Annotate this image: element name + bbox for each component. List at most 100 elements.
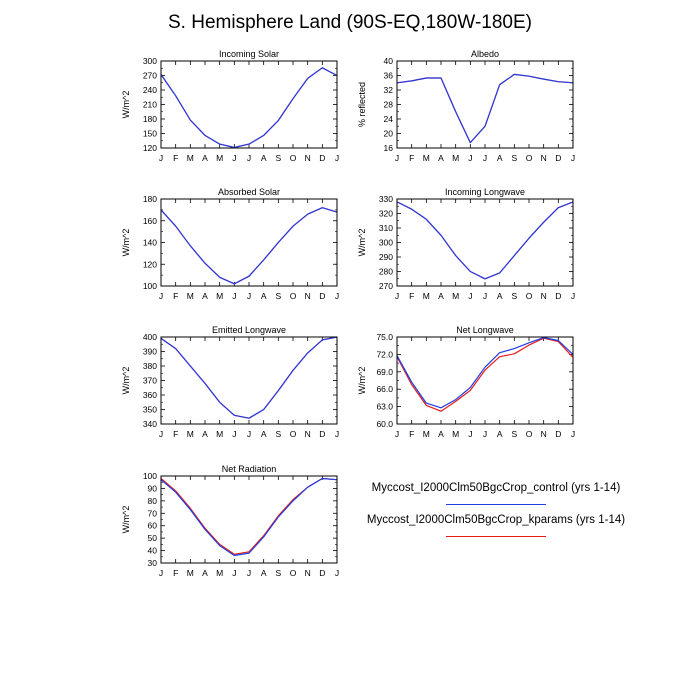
- y-tick-label: 280: [379, 267, 393, 277]
- series-line-control: [160, 477, 338, 557]
- y-tick-label: 72.0: [376, 349, 393, 359]
- x-tick-label: F: [409, 291, 414, 301]
- y-tick-label: 290: [379, 252, 393, 262]
- series-line-kparams: [160, 67, 338, 149]
- x-tick-label: A: [261, 291, 267, 301]
- x-tick-label: S: [275, 429, 281, 439]
- y-tick-label: 90: [148, 483, 158, 493]
- chart-title: Emitted Longwave: [212, 325, 286, 335]
- x-tick-label: J: [335, 429, 339, 439]
- series-line-control: [160, 67, 338, 149]
- y-tick-label: 270: [379, 281, 393, 291]
- y-tick-label: 180: [143, 114, 157, 124]
- legend-line-control: [446, 504, 546, 505]
- x-tick-label: D: [555, 429, 561, 439]
- plot-frame: [160, 336, 338, 425]
- x-tick-label: S: [511, 291, 517, 301]
- x-tick-label: J: [571, 291, 575, 301]
- x-tick-label: J: [335, 153, 339, 163]
- x-tick-label: O: [526, 153, 533, 163]
- y-tick-label: 340: [143, 419, 157, 429]
- x-tick-label: M: [216, 429, 223, 439]
- x-tick-label: J: [232, 291, 236, 301]
- x-tick-label: J: [159, 291, 163, 301]
- plot-frame: [396, 60, 574, 149]
- plot-frame: [160, 60, 338, 149]
- y-tick-label: 100: [143, 471, 157, 481]
- x-tick-label: A: [261, 153, 267, 163]
- y-tick-label: 120: [143, 259, 157, 269]
- y-axis-label: W/m^2: [121, 367, 131, 395]
- y-tick-label: 380: [143, 361, 157, 371]
- chart-title: Net Longwave: [456, 325, 514, 335]
- chart-title: Net Radiation: [222, 464, 277, 474]
- x-tick-label: N: [305, 291, 311, 301]
- x-tick-label: J: [335, 568, 339, 578]
- x-tick-label: A: [497, 291, 503, 301]
- x-tick-label: M: [187, 429, 194, 439]
- x-tick-label: F: [409, 153, 414, 163]
- x-tick-label: N: [305, 568, 311, 578]
- y-tick-label: 360: [143, 390, 157, 400]
- x-tick-label: O: [526, 291, 533, 301]
- x-tick-label: D: [319, 153, 325, 163]
- y-tick-label: 180: [143, 194, 157, 204]
- x-tick-label: M: [423, 153, 430, 163]
- x-tick-label: D: [319, 568, 325, 578]
- y-tick-label: 80: [148, 496, 158, 506]
- y-tick-label: 310: [379, 223, 393, 233]
- x-tick-label: J: [571, 153, 575, 163]
- y-tick-label: 300: [143, 56, 157, 66]
- x-tick-label: S: [275, 568, 281, 578]
- y-tick-label: 400: [143, 332, 157, 342]
- chart-title: Incoming Longwave: [445, 187, 525, 197]
- y-tick-label: 40: [148, 546, 158, 556]
- y-tick-label: 63.0: [376, 402, 393, 412]
- y-tick-label: 270: [143, 71, 157, 81]
- x-tick-label: J: [159, 568, 163, 578]
- x-tick-label: J: [247, 291, 251, 301]
- y-tick-label: 350: [143, 405, 157, 415]
- x-tick-label: J: [395, 153, 399, 163]
- legend-line-kparams: [446, 536, 546, 537]
- x-tick-label: O: [526, 429, 533, 439]
- x-tick-label: N: [305, 429, 311, 439]
- x-tick-label: A: [497, 429, 503, 439]
- x-tick-label: A: [497, 153, 503, 163]
- x-tick-label: A: [202, 429, 208, 439]
- y-axis-label: W/m^2: [357, 367, 367, 395]
- series-line-control: [160, 207, 338, 285]
- y-tick-label: 370: [143, 376, 157, 386]
- y-tick-label: 70: [148, 508, 158, 518]
- y-tick-label: 60: [148, 521, 158, 531]
- x-tick-label: A: [202, 568, 208, 578]
- x-tick-label: M: [187, 291, 194, 301]
- y-tick-label: 20: [384, 129, 394, 139]
- series-line-control: [160, 336, 338, 419]
- x-tick-label: M: [216, 153, 223, 163]
- x-tick-label: F: [409, 429, 414, 439]
- x-tick-label: D: [319, 291, 325, 301]
- x-tick-label: O: [290, 153, 297, 163]
- x-tick-label: J: [468, 291, 472, 301]
- x-tick-label: N: [541, 291, 547, 301]
- plot-frame: [160, 198, 338, 287]
- chart-title: Absorbed Solar: [218, 187, 280, 197]
- x-tick-label: J: [468, 153, 472, 163]
- x-tick-label: A: [438, 429, 444, 439]
- x-tick-label: J: [395, 429, 399, 439]
- x-tick-label: S: [511, 429, 517, 439]
- y-tick-label: 320: [379, 209, 393, 219]
- x-tick-label: M: [452, 153, 459, 163]
- x-tick-label: J: [159, 429, 163, 439]
- x-tick-label: J: [483, 429, 487, 439]
- y-tick-label: 330: [379, 194, 393, 204]
- x-tick-label: M: [423, 291, 430, 301]
- x-tick-label: M: [187, 153, 194, 163]
